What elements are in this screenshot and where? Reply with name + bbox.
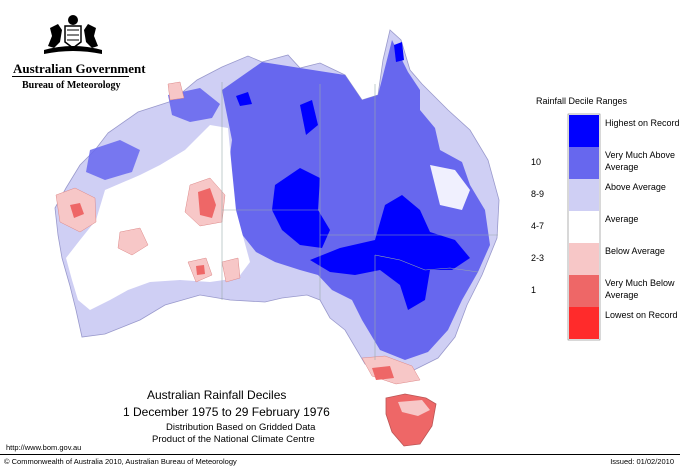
- legend-swatch: [569, 179, 599, 211]
- legend-swatch: [569, 147, 599, 179]
- region-very-much-above-average-kimberley: [86, 140, 140, 180]
- legend-code: 2-3: [531, 253, 545, 263]
- legend-code: 8-9: [531, 189, 545, 199]
- region-below-average-top-end: [167, 81, 185, 101]
- region-below-average-desert: [221, 257, 241, 283]
- region-highest-on-record-north: [300, 100, 318, 135]
- legend-label: Lowest on Record: [605, 310, 678, 320]
- legend-label: Very Much Below Average: [605, 278, 675, 300]
- tasmania-below-average: [398, 400, 430, 416]
- legend-swatch-frame: [567, 113, 601, 341]
- legend-label: Average: [605, 214, 639, 224]
- legend-swatch: [569, 211, 599, 243]
- map-title: Australian Rainfall Deciles: [147, 388, 287, 402]
- legend-item-highest-on-record: Highest on Record: [531, 114, 680, 148]
- region-very-much-below-average-gibson: [196, 265, 205, 275]
- legend-item-very-much-below-average: 1 Very Much Below Average: [531, 274, 675, 308]
- region-highest-on-record-east: [310, 195, 470, 310]
- copyright-notice: © Commonwealth of Australia 2010, Austra…: [4, 457, 237, 466]
- legend-code: 4-7: [531, 221, 545, 231]
- region-highest-on-record-cape: [394, 42, 404, 62]
- government-title: Australian Government: [13, 61, 146, 76]
- legend-title: Rainfall Decile Ranges: [536, 96, 628, 106]
- region-very-much-below-average-west: [70, 203, 84, 218]
- legend-swatch: [569, 275, 599, 307]
- region-average-east: [430, 165, 470, 210]
- state-borders: [221, 82, 498, 360]
- legend-swatch: [569, 307, 599, 339]
- legend-item-above-average: 8-9 Above Average: [531, 178, 671, 212]
- legend-swatch: [569, 115, 599, 147]
- region-very-much-below-average-pilbara: [198, 188, 216, 218]
- bureau-title: Bureau of Meteorology: [22, 80, 121, 91]
- region-below-average-interior: [117, 227, 149, 256]
- legend-label: Highest on Record: [605, 118, 680, 128]
- issued-date: Issued: 01/02/2010: [610, 457, 674, 466]
- header-divider: [12, 76, 129, 77]
- region-highest-on-record-central: [272, 168, 330, 248]
- coat-of-arms-icon: [44, 15, 102, 54]
- legend-item-lowest-on-record: Lowest on Record: [531, 306, 678, 340]
- legend-label: Below Average: [605, 246, 665, 256]
- region-very-much-below-average-victoria: [372, 366, 394, 380]
- legend-code: 1: [531, 285, 537, 295]
- legend-code: 10: [531, 157, 542, 167]
- map-period: 1 December 1975 to 29 February 1976: [123, 405, 330, 419]
- legend-label: Very Much Above Average: [605, 150, 676, 172]
- map-method-note: Distribution Based on Gridded Data: [166, 422, 316, 433]
- legend-swatch: [569, 243, 599, 275]
- footer-divider: [0, 454, 680, 455]
- legend-item-average: 4-7 Average: [531, 210, 671, 244]
- legend-item-very-much-above-average: 10 Very Much Above Average: [531, 146, 675, 180]
- map-product-note: Product of the National Climate Centre: [152, 434, 315, 445]
- region-highest-on-record-nw: [236, 92, 252, 106]
- legend-item-below-average: 2-3 Below Average: [531, 242, 671, 276]
- website-link[interactable]: http://www.bom.gov.au: [6, 443, 82, 452]
- legend-label: Above Average: [605, 182, 666, 192]
